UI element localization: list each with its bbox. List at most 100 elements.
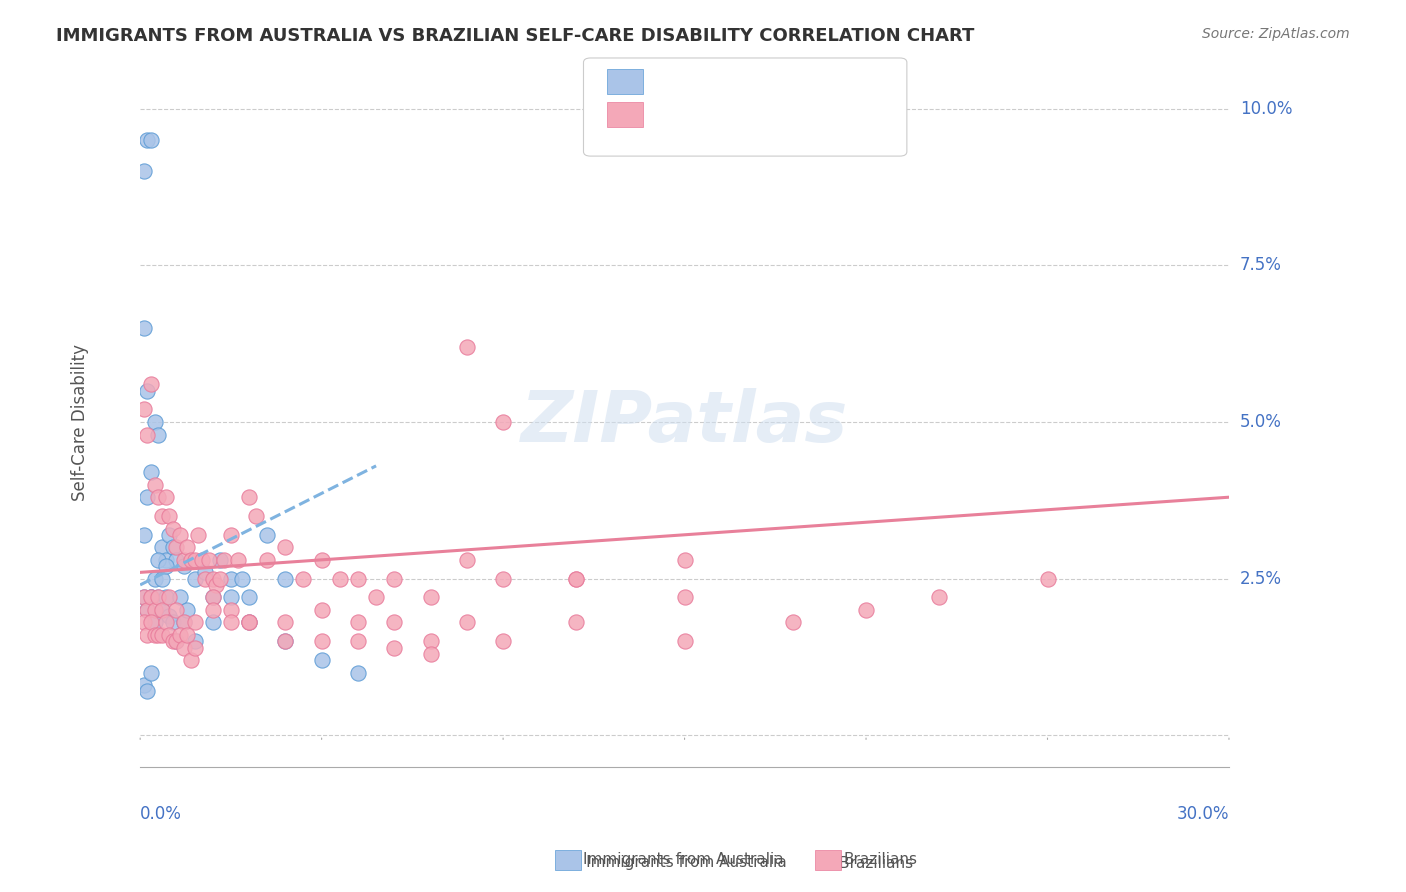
Brazilians	[132, 615, 155, 630]
Brazilians	[492, 572, 515, 586]
Brazilians	[456, 553, 478, 567]
Brazilians	[347, 572, 370, 586]
Brazilians	[245, 508, 267, 523]
Text: 2.5%: 2.5%	[1240, 570, 1282, 588]
Immigrants from Australia	[132, 164, 155, 178]
Brazilians	[219, 528, 242, 542]
Immigrants from Australia	[231, 572, 253, 586]
Brazilians	[150, 603, 173, 617]
Immigrants from Australia	[173, 559, 195, 574]
Immigrants from Australia	[155, 591, 177, 605]
Text: □  Immigrants from Australia: □ Immigrants from Australia	[562, 855, 787, 870]
Brazilians	[143, 603, 166, 617]
Brazilians	[928, 591, 950, 605]
Brazilians	[673, 634, 696, 648]
Immigrants from Australia	[132, 591, 155, 605]
Brazilians	[173, 615, 195, 630]
Brazilians	[157, 628, 180, 642]
Immigrants from Australia	[139, 591, 162, 605]
Brazilians	[212, 553, 235, 567]
Brazilians	[1036, 572, 1059, 586]
Brazilians	[311, 634, 333, 648]
Brazilians	[274, 541, 297, 555]
Brazilians	[329, 572, 352, 586]
Brazilians	[162, 634, 184, 648]
Brazilians	[364, 591, 387, 605]
Immigrants from Australia	[148, 553, 170, 567]
Brazilians	[238, 615, 260, 630]
Immigrants from Australia	[347, 665, 370, 680]
Brazilians	[419, 647, 441, 661]
Brazilians	[347, 615, 370, 630]
Immigrants from Australia	[143, 615, 166, 630]
Brazilians	[143, 477, 166, 491]
Brazilians	[139, 615, 162, 630]
Brazilians	[157, 508, 180, 523]
Brazilians	[173, 640, 195, 655]
Immigrants from Australia	[139, 133, 162, 147]
Immigrants from Australia	[155, 553, 177, 567]
Brazilians	[201, 603, 224, 617]
Immigrants from Australia	[136, 603, 159, 617]
Brazilians	[382, 572, 405, 586]
Text: 10.0%: 10.0%	[1240, 100, 1292, 118]
Brazilians	[219, 603, 242, 617]
Brazilians	[136, 603, 159, 617]
Brazilians	[139, 377, 162, 392]
Brazilians	[673, 591, 696, 605]
Brazilians	[180, 553, 202, 567]
Immigrants from Australia	[274, 634, 297, 648]
Brazilians	[139, 591, 162, 605]
Immigrants from Australia	[139, 665, 162, 680]
Immigrants from Australia	[136, 490, 159, 504]
Immigrants from Australia	[238, 615, 260, 630]
Brazilians	[183, 615, 205, 630]
Brazilians	[201, 572, 224, 586]
Immigrants from Australia	[162, 541, 184, 555]
Text: 5.0%: 5.0%	[1240, 413, 1282, 431]
Brazilians	[274, 615, 297, 630]
Brazilians	[132, 402, 155, 417]
Brazilians	[311, 603, 333, 617]
Brazilians	[143, 628, 166, 642]
Brazilians	[183, 553, 205, 567]
Text: 7.5%: 7.5%	[1240, 256, 1282, 275]
Brazilians	[205, 578, 228, 592]
Brazilians	[194, 572, 217, 586]
Immigrants from Australia	[139, 591, 162, 605]
Immigrants from Australia	[238, 591, 260, 605]
Brazilians	[198, 553, 221, 567]
Brazilians	[456, 340, 478, 354]
Text: R =  0.273    N = 93: R = 0.273 N = 93	[651, 105, 848, 123]
Immigrants from Australia	[136, 133, 159, 147]
Immigrants from Australia	[150, 603, 173, 617]
Brazilians	[150, 628, 173, 642]
Immigrants from Australia	[183, 634, 205, 648]
Brazilians	[187, 528, 209, 542]
Immigrants from Australia	[162, 615, 184, 630]
Brazilians	[136, 628, 159, 642]
Brazilians	[155, 490, 177, 504]
Immigrants from Australia	[139, 465, 162, 479]
Immigrants from Australia	[274, 572, 297, 586]
Brazilians	[292, 572, 315, 586]
Immigrants from Australia	[219, 591, 242, 605]
Brazilians	[419, 591, 441, 605]
Brazilians	[382, 615, 405, 630]
Text: R =  0.186    N = 53: R = 0.186 N = 53	[651, 72, 848, 90]
Brazilians	[456, 615, 478, 630]
Immigrants from Australia	[219, 572, 242, 586]
Brazilians	[183, 640, 205, 655]
Brazilians	[155, 615, 177, 630]
Brazilians	[492, 415, 515, 429]
Text: Source: ZipAtlas.com: Source: ZipAtlas.com	[1202, 27, 1350, 41]
Brazilians	[180, 653, 202, 667]
Brazilians	[132, 591, 155, 605]
Brazilians	[238, 615, 260, 630]
Text: IMMIGRANTS FROM AUSTRALIA VS BRAZILIAN SELF-CARE DISABILITY CORRELATION CHART: IMMIGRANTS FROM AUSTRALIA VS BRAZILIAN S…	[56, 27, 974, 45]
Brazilians	[157, 591, 180, 605]
Brazilians	[191, 553, 214, 567]
Text: 30.0%: 30.0%	[1177, 805, 1229, 823]
Immigrants from Australia	[148, 591, 170, 605]
Immigrants from Australia	[166, 634, 188, 648]
